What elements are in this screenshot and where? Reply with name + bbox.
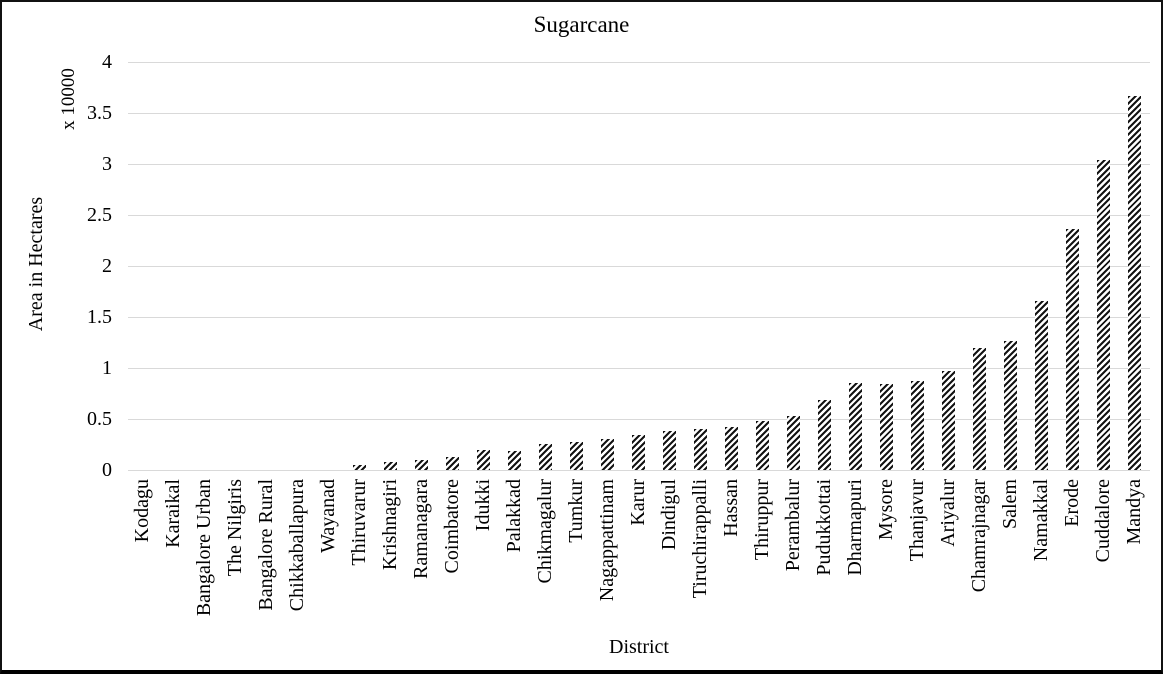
x-tick-label: Nagappattinam xyxy=(596,479,618,602)
bar-tiruchirappalli xyxy=(693,429,707,470)
x-tick-label: Krishnagiri xyxy=(379,479,401,571)
bar-thanjavur xyxy=(910,381,924,470)
bar-cuddalore xyxy=(1096,160,1110,470)
x-tick-label: Chikkaballapura xyxy=(286,479,308,612)
y-tick-label: 2 xyxy=(102,255,112,277)
bar-tumkur xyxy=(569,442,583,470)
y-tick-label: 1 xyxy=(102,357,112,379)
x-tick-label: Dharmapuri xyxy=(844,479,866,576)
x-tick-label: Tumkur xyxy=(565,479,587,543)
x-tick-label: Kodagu xyxy=(131,479,153,543)
y-tick-label: 4 xyxy=(102,51,112,73)
gridline xyxy=(128,164,1150,165)
bar-mysore xyxy=(879,384,893,470)
x-tick-label: Namakkal xyxy=(1030,479,1052,562)
x-tick-label: Dindigul xyxy=(658,479,680,551)
bar-dindigul xyxy=(662,431,676,470)
x-tick-label: Bangalore Rural xyxy=(255,479,277,611)
x-axis-title: District xyxy=(609,636,669,658)
y-tick-label: 3 xyxy=(102,153,112,175)
x-tick-label: Idukki xyxy=(472,479,494,532)
y-tick-label: 0.5 xyxy=(87,408,112,430)
gridline xyxy=(128,215,1150,216)
x-tick-label: Thanjavur xyxy=(906,479,928,562)
x-tick-label: Bangalore Urban xyxy=(193,479,215,617)
gridline xyxy=(128,113,1150,114)
gridline xyxy=(128,368,1150,369)
x-tick-label: Mysore xyxy=(875,479,897,541)
bar-coimbatore xyxy=(445,457,459,470)
x-tick-label: Palakkad xyxy=(503,479,525,553)
x-tick-label: Tiruchirappalli xyxy=(689,479,711,599)
x-tick-label: Coimbatore xyxy=(441,479,463,574)
bar-thiruppur xyxy=(755,421,769,470)
x-tick-label: Ramanagara xyxy=(410,479,432,579)
bar-ariyalur xyxy=(941,371,955,470)
gridline xyxy=(128,317,1150,318)
bar-salem xyxy=(1003,341,1017,470)
x-tick-label: Chamrajnagar xyxy=(968,479,990,593)
bar-pudukkottai xyxy=(817,400,831,470)
bar-hassan xyxy=(724,427,738,470)
gridline xyxy=(128,62,1150,63)
bar-mandya xyxy=(1127,96,1141,470)
x-tick-label: Wayanad xyxy=(317,479,339,553)
x-tick-label: Karaikal xyxy=(162,479,184,548)
x-tick-label: Perambalur xyxy=(782,479,804,572)
x-tick-label: Mandya xyxy=(1123,479,1145,545)
y-tick-label: 3.5 xyxy=(87,102,112,124)
x-tick-label: Pudukkottai xyxy=(813,479,835,576)
bar-nagappattinam xyxy=(600,439,614,470)
y-tick-label: 1.5 xyxy=(87,306,112,328)
bar-dharmapuri xyxy=(848,383,862,470)
gridline xyxy=(128,470,1150,471)
x-tick-label: Karur xyxy=(627,479,649,526)
x-tick-label: Salem xyxy=(999,479,1021,529)
gridline xyxy=(128,419,1150,420)
bar-erode xyxy=(1065,229,1079,470)
bar-thiruvarur xyxy=(352,465,366,470)
x-tick-label: Cuddalore xyxy=(1092,479,1114,563)
x-tick-label: Ariyalur xyxy=(937,479,959,547)
y-tick-label: 0 xyxy=(102,459,112,481)
x-tick-label: The Nilgiris xyxy=(224,479,246,577)
y-tick-label: 2.5 xyxy=(87,204,112,226)
x-tick-label: Thiruppur xyxy=(751,479,773,561)
bar-chikmagalur xyxy=(538,444,552,470)
x-tick-label: Chikmagalur xyxy=(534,479,556,584)
x-tick-label: Hassan xyxy=(720,479,742,537)
x-tick-label: Erode xyxy=(1061,479,1083,527)
gridline xyxy=(128,266,1150,267)
bar-namakkal xyxy=(1034,301,1048,470)
bar-krishnagiri xyxy=(383,462,397,470)
x-tick-label: Thiruvarur xyxy=(348,479,370,566)
bar-palakkad xyxy=(507,451,521,470)
bar-ramanagara xyxy=(414,460,428,470)
bar-idukki xyxy=(476,450,490,470)
bar-karur xyxy=(631,435,645,470)
bar-chamrajnagar xyxy=(972,348,986,470)
chart-title: Sugarcane xyxy=(533,12,630,37)
bar-perambalur xyxy=(786,416,800,470)
